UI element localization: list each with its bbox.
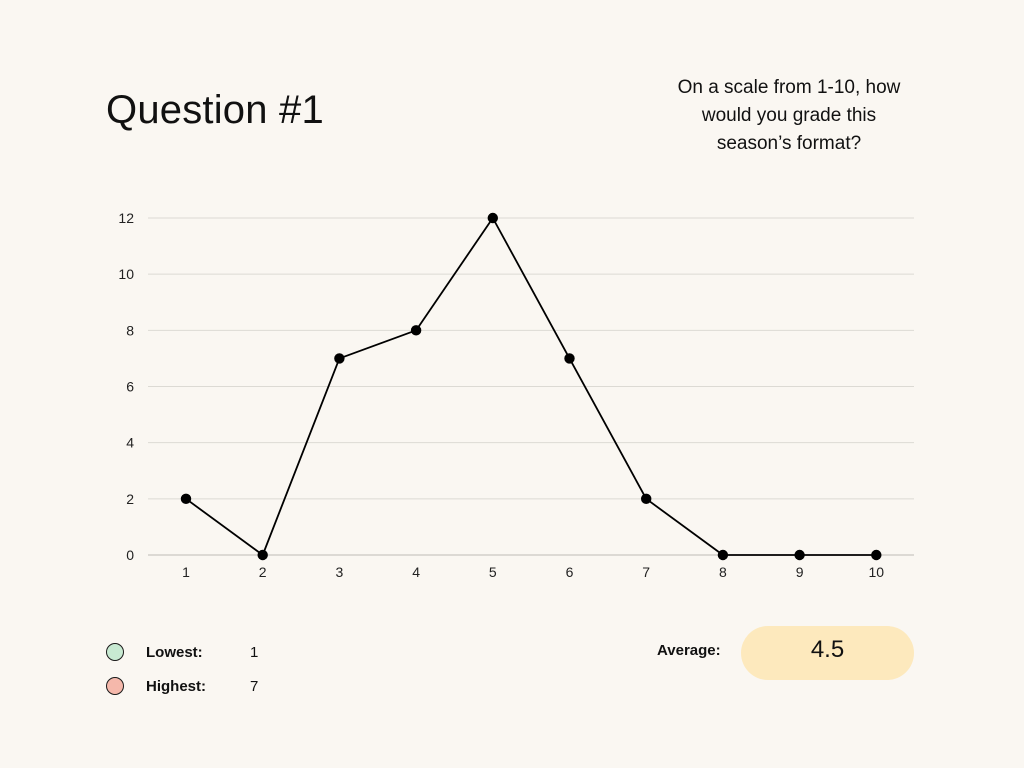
page-title: Question #1 [106,88,324,132]
data-point [564,353,575,364]
x-tick-label: 9 [796,564,804,580]
question-line-2: would you grade this [701,105,877,126]
legend-lowest: Lowest: 1 [106,641,258,663]
y-tick-label: 6 [126,379,134,395]
y-tick-label: 2 [126,491,134,507]
lowest-label: Lowest: [146,643,203,661]
x-tick-label: 6 [566,564,574,580]
y-tick-label: 0 [126,547,134,563]
question-text: On a scale from 1-10, how would you grad… [648,74,930,158]
average-value: 4.5 [810,636,845,663]
highest-value: 7 [250,677,259,695]
lowest-value: 1 [250,643,259,661]
y-tick-label: 10 [118,266,134,282]
x-tick-label: 5 [489,564,497,580]
x-tick-label: 7 [642,564,650,580]
data-point [717,549,729,561]
x-tick-label: 8 [719,564,727,580]
question-line-1: On a scale from 1-10, how [677,77,901,98]
data-point [257,549,268,561]
data-point [487,212,498,224]
average-pill: 4.5 [741,626,914,680]
x-tick-label: 10 [869,564,885,580]
data-point [334,353,345,364]
highest-color-dot [106,677,124,695]
series-line [185,217,877,556]
x-tick-label: 3 [336,564,344,580]
data-point [180,493,192,505]
legend-highest: Highest: 7 [106,675,258,697]
x-tick-label: 1 [182,564,190,580]
data-point [871,549,882,561]
data-point [794,549,805,561]
x-axis-ticks: 1 2 3 4 5 6 7 8 9 10 [182,564,884,580]
series-line-path [185,217,877,556]
question-line-3: season’s format? [716,133,862,154]
y-tick-label: 4 [126,435,134,451]
data-point [410,325,422,336]
y-tick-label: 12 [118,210,134,226]
average-label: Average: [657,642,721,659]
y-axis-ticks: 0 2 4 6 8 10 12 [118,210,134,563]
y-tick-label: 8 [126,322,134,338]
highest-label: Highest: [146,677,206,695]
lowest-color-dot [106,643,124,661]
data-point [641,493,652,505]
x-tick-label: 2 [259,564,267,580]
x-tick-label: 4 [412,564,420,580]
grid-lines [148,217,914,556]
series-points [180,212,882,561]
